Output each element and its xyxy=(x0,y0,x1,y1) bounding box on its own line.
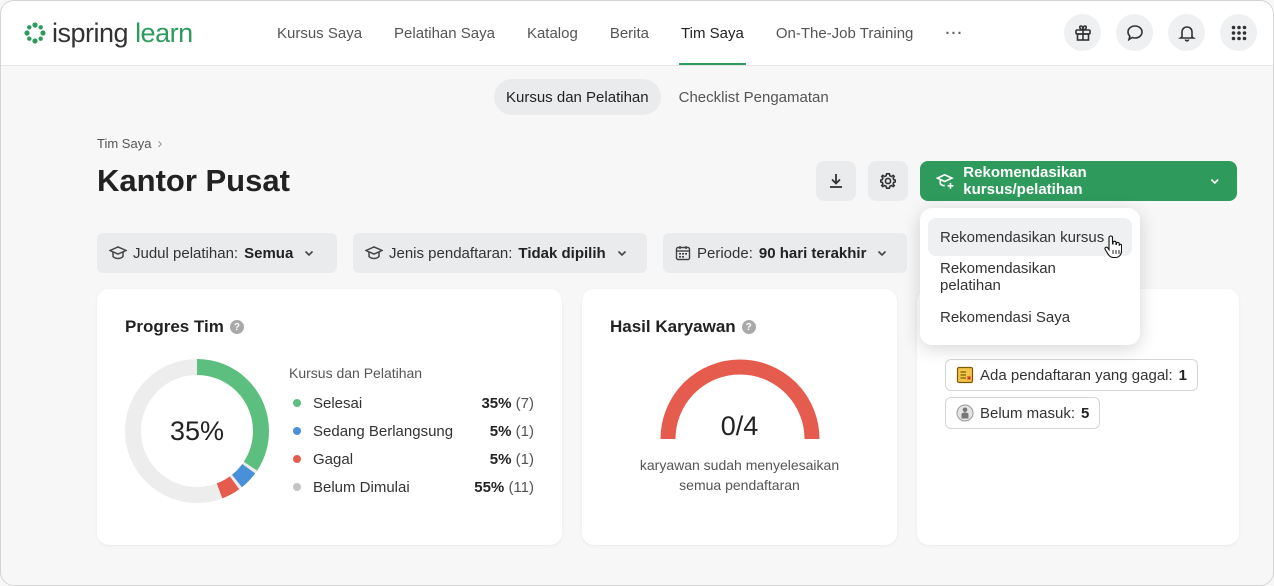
nav-item-katalog[interactable]: Katalog xyxy=(526,24,578,42)
nav-more-button[interactable]: ··· xyxy=(945,24,964,42)
sub-tabs: Kursus dan Pelatihan Checklist Pengamata… xyxy=(494,79,841,115)
filter-label: Jenis pendaftaran: xyxy=(389,244,513,262)
calendar-icon xyxy=(675,246,691,261)
legend-item-sedang-berlangsung: Sedang Berlangsung 5% (1) xyxy=(293,421,534,441)
graduation-cap-icon xyxy=(365,246,383,260)
team-progress-card: Progres Tim ? 35% Kursus dan Pelatihan S… xyxy=(97,289,562,545)
filter-value: 90 hari terakhir xyxy=(758,244,867,262)
help-icon[interactable]: ? xyxy=(229,320,244,334)
download-button[interactable] xyxy=(816,161,856,201)
settings-button[interactable] xyxy=(868,161,908,201)
chevron-down-icon xyxy=(617,250,626,257)
menu-item-my-recommendations[interactable]: Rekomendasi Saya xyxy=(940,308,1071,326)
chevron-down-icon xyxy=(305,250,314,257)
graduation-cap-icon xyxy=(109,246,127,260)
chevron-down-icon xyxy=(878,250,887,257)
nav-item-pelatihan-saya[interactable]: Pelatihan Saya xyxy=(394,24,495,42)
donut-segment-selesai xyxy=(125,359,269,503)
breadcrumb-item-tim-saya[interactable]: Tim Saya xyxy=(97,136,152,151)
apps-grid-icon xyxy=(1231,25,1246,40)
legend-value: 5% (1) xyxy=(489,450,534,468)
recommend-button-label: Rekomendasikan kursus/pelatihan xyxy=(963,164,1087,198)
menu-item-recommend-training[interactable]: Rekomendasikan pelatihan xyxy=(940,260,1056,294)
gift-button[interactable] xyxy=(1064,14,1101,51)
filter-label: Periode: xyxy=(697,244,753,262)
legend-value: 5% (1) xyxy=(489,422,534,440)
employee-results-card: Hasil Karyawan ? 0/4 karyawan sudah meny… xyxy=(582,289,897,545)
failed-document-icon xyxy=(956,366,974,384)
nav-item-berita[interactable]: Berita xyxy=(609,24,650,42)
tag-value: 1 xyxy=(1178,366,1187,384)
apps-button[interactable] xyxy=(1220,14,1257,51)
graduation-cap-plus-icon xyxy=(936,173,954,189)
download-icon xyxy=(830,174,842,188)
nav-item-on-the-job-training[interactable]: On-The-Job Training xyxy=(775,24,914,42)
gauge-arc xyxy=(660,359,820,440)
filter-period[interactable]: Periode: 90 hari terakhir xyxy=(663,233,907,273)
gauge-caption-line: karyawan sudah menyelesaikan xyxy=(639,457,840,473)
legend-title: Kursus dan Pelatihan xyxy=(289,365,423,381)
tag-label: Ada pendaftaran yang gagal: xyxy=(980,366,1173,384)
nav-item-kursus-saya[interactable]: Kursus Saya xyxy=(277,24,363,42)
card-title-text: Hasil Karyawan xyxy=(610,317,736,336)
breadcrumb: Tim Saya › xyxy=(97,135,162,152)
logo-icon xyxy=(24,22,46,44)
card-title-text: Progres Tim xyxy=(125,317,224,336)
tab-checklist-pengamatan[interactable]: Checklist Pengamatan xyxy=(678,88,829,106)
legend-dot xyxy=(293,399,301,407)
legend-dot xyxy=(293,483,301,491)
messages-button[interactable] xyxy=(1116,14,1153,51)
chevron-down-icon xyxy=(1211,178,1220,185)
legend-item-gagal: Gagal 5% (1) xyxy=(293,449,534,469)
gauge-caption-line: semua pendaftaran xyxy=(679,477,800,493)
legend-label: Gagal xyxy=(313,450,354,468)
card-title: Hasil Karyawan ? xyxy=(610,317,756,337)
tag-value: 5 xyxy=(1081,404,1090,422)
logo[interactable]: ispring learn xyxy=(24,18,193,48)
recommend-dropdown-menu: Rekomendasikan kursus Rekomendasikan pel… xyxy=(920,208,1140,345)
bell-icon xyxy=(1177,25,1196,42)
legend-label: Selesai xyxy=(313,394,363,412)
legend-dot xyxy=(293,455,301,463)
gauge-caption: karyawan sudah menyelesaikan semua penda… xyxy=(582,455,897,495)
notifications-button[interactable] xyxy=(1168,14,1205,51)
results-gauge xyxy=(660,359,820,440)
legend-value: 35% (7) xyxy=(481,394,534,412)
tag-label: Belum masuk: xyxy=(980,404,1076,422)
filter-training-title[interactable]: Judul pelatihan: Semua xyxy=(97,233,337,273)
legend-value: 55% (11) xyxy=(474,478,534,496)
failed-enrollments-tag[interactable]: Ada pendaftaran yang gagal: 1 xyxy=(945,359,1198,391)
gauge-value: 0/4 xyxy=(720,411,759,441)
page-title: Kantor Pusat xyxy=(97,163,290,198)
legend-item-selesai: Selesai 35% (7) xyxy=(293,393,534,413)
tab-kursus-dan-pelatihan[interactable]: Kursus dan Pelatihan xyxy=(494,79,661,115)
legend-dot xyxy=(293,427,301,435)
gear-icon xyxy=(880,173,896,189)
gift-icon xyxy=(1074,24,1091,41)
filter-value: Tidak dipilih xyxy=(518,244,606,262)
filter-label: Judul pelatihan: xyxy=(133,244,239,262)
help-icon[interactable]: ? xyxy=(741,320,756,334)
filter-enrollment-type[interactable]: Jenis pendaftaran: Tidak dipilih xyxy=(353,233,647,273)
not-logged-in-tag[interactable]: Belum masuk: 5 xyxy=(945,397,1101,429)
filter-value: Semua xyxy=(244,244,294,262)
legend-label: Sedang Berlangsung xyxy=(313,422,454,440)
logo-text: ispring learn xyxy=(52,18,193,48)
card-title: Progres Tim ? xyxy=(125,317,244,337)
chat-bubble-icon xyxy=(1126,24,1143,41)
donut-center-value: 35% xyxy=(170,416,224,446)
recommend-course-training-button[interactable]: Rekomendasikan kursus/pelatihan xyxy=(920,161,1237,201)
main-nav: Kursus Saya Pelatihan Saya Katalog Berit… xyxy=(261,1,979,65)
nav-item-tim-saya[interactable]: Tim Saya xyxy=(665,1,760,65)
top-navigation-bar: ispring learn Kursus Saya Pelatihan Saya… xyxy=(1,1,1273,66)
user-icon xyxy=(956,404,974,422)
legend-item-belum-dimulai: Belum Dimulai 55% (11) xyxy=(293,477,534,497)
legend-label: Belum Dimulai xyxy=(313,478,410,496)
hand-cursor-icon xyxy=(1104,235,1122,259)
menu-item-recommend-course[interactable]: Rekomendasikan kursus xyxy=(928,218,1132,256)
breadcrumb-separator: › xyxy=(157,135,163,152)
progress-donut-chart: 35% xyxy=(125,359,269,503)
